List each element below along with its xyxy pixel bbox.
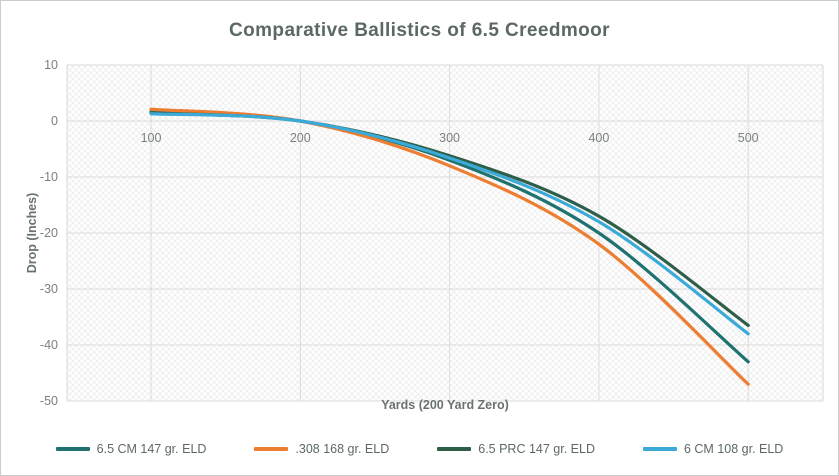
y-tick-label: 0: [51, 114, 58, 128]
y-tick-label: -50: [40, 394, 58, 408]
y-tick-label: -10: [40, 170, 58, 184]
x-tick-label: 300: [439, 131, 460, 145]
legend-label: .308 168 gr. ELD: [295, 442, 390, 456]
x-tick-label: 500: [738, 131, 759, 145]
legend-swatch-icon: [55, 446, 90, 452]
legend-swatch-icon: [642, 446, 677, 452]
legend-item-3: 6 CM 108 gr. ELD: [642, 442, 784, 456]
x-tick-label: 200: [290, 131, 311, 145]
legend-label: 6.5 PRC 147 gr. ELD: [478, 442, 595, 456]
x-tick-label: 100: [141, 131, 162, 145]
chart-legend: 6.5 CM 147 gr. ELD .308 168 gr. ELD 6.5 PR…: [1, 442, 838, 456]
legend-item-1: .308 168 gr. ELD: [254, 442, 389, 456]
x-axis-title: Yards (200 Yard Zero): [381, 398, 509, 412]
series-line-1: [149, 107, 750, 386]
legend-item-2: 6.5 PRC 147 gr. ELD: [437, 442, 595, 456]
y-tick-label: -20: [40, 226, 58, 240]
y-tick-label: -30: [40, 282, 58, 296]
legend-label: 6.5 CM 147 gr. ELD: [96, 442, 207, 456]
x-tick-label: 400: [588, 131, 609, 145]
series-line-3: [149, 112, 750, 336]
y-tick-label: -40: [40, 338, 58, 352]
chart-title: Comparative Ballistics of 6.5 Creedmoor: [229, 20, 610, 41]
legend-swatch-icon: [254, 446, 289, 452]
legend-swatch-icon: [437, 446, 472, 452]
legend-item-0: 6.5 CM 147 gr. ELD: [55, 442, 207, 456]
y-tick-label: 10: [44, 58, 58, 72]
legend-label: 6 CM 108 gr. ELD: [683, 442, 784, 456]
